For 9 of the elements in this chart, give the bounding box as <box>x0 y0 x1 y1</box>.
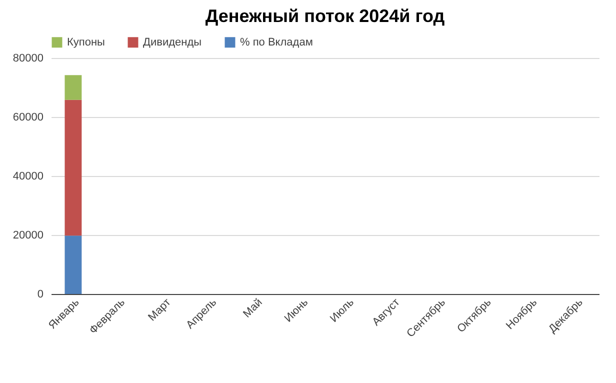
legend-label: Дивиденды <box>143 36 202 48</box>
legend-label: % по Вкладам <box>240 36 313 48</box>
y-tick-label: 20000 <box>12 230 44 242</box>
y-tick-label: 60000 <box>12 112 44 124</box>
legend-label: Купоны <box>67 36 106 48</box>
y-tick-label: 0 <box>37 288 44 300</box>
y-tick-label: 40000 <box>12 170 44 182</box>
y-tick-label: 80000 <box>12 52 44 64</box>
chart-title: Денежный поток 2024й год <box>205 6 446 26</box>
